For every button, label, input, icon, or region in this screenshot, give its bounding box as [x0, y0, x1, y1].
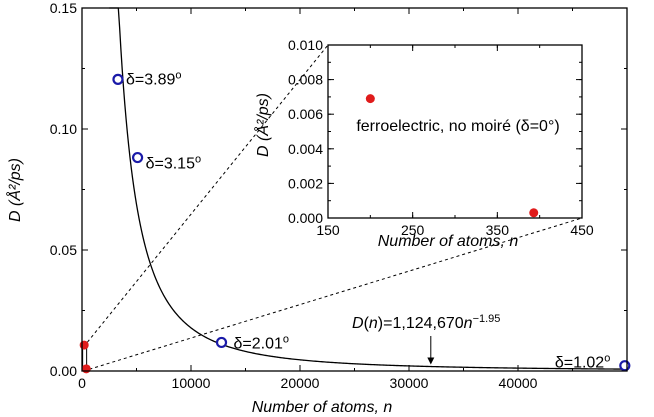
inset-filled-data-point — [365, 94, 375, 104]
guide-line-lower — [83, 217, 583, 372]
inset-ytick-label: 0.010 — [288, 37, 323, 53]
main-plot: δ=3.89o δ=3.15o δ=2.01o δ=1.02o 0 10000 20000… — [5, 0, 631, 416]
main-y-axis: 0.00 0.05 0.10 0.15 — [50, 0, 627, 379]
guide-line-upper — [83, 44, 329, 348]
fit-curve — [109, 7, 628, 370]
inset-x-axis: 150 250 350 450 — [316, 45, 594, 238]
inset-y-axis: 0.000 0.002 0.004 0.006 0.008 0.010 — [288, 37, 582, 226]
main-xtick-label: 40000 — [499, 375, 538, 391]
fit-arrow — [427, 336, 435, 365]
fit-label-eq: )=1,124,670 — [378, 315, 464, 332]
main-xtick-label: 30000 — [390, 375, 429, 391]
main-xtick-label: 0 — [78, 375, 86, 391]
inset-ytick-label: 0.004 — [288, 141, 323, 157]
inset-background — [328, 45, 582, 218]
main-ytick-label: 0.10 — [50, 121, 77, 137]
open-data-point — [131, 151, 144, 164]
inset-xtick-label: 450 — [570, 222, 594, 238]
open-data-point — [215, 336, 228, 349]
main-point-labels: δ=3.89o δ=3.15o δ=2.01o δ=1.02o — [126, 69, 610, 371]
fit-label-exp: −1.95 — [473, 313, 501, 325]
open-data-point — [112, 73, 124, 85]
inset-xtick-label: 350 — [486, 222, 510, 238]
inset-ytick-label: 0.002 — [288, 175, 323, 191]
point-label: δ=3.89o — [126, 69, 182, 88]
main-ytick-label: 0.00 — [50, 363, 77, 379]
point-label: δ=3.15o — [146, 154, 202, 173]
fit-equation-label: D(n)=1,124,670n−1.95 — [352, 313, 500, 332]
inset-ytick-label: 0.006 — [288, 106, 323, 122]
inset-plot: 150 250 350 450 0.0000.0020.0040.0060.0080.… — [253, 37, 594, 250]
main-ytick-label: 0.05 — [50, 242, 77, 258]
inset-xtick-label: 150 — [316, 222, 340, 238]
filled-data-point — [79, 340, 89, 350]
point-label-degree: o — [283, 333, 289, 345]
inset-xtick-label: 250 — [401, 222, 425, 238]
fit-label-n2: n — [464, 315, 473, 332]
main-xtick-label: 20000 — [281, 375, 320, 391]
point-label-degree: o — [195, 154, 201, 166]
point-label-degree: o — [175, 69, 181, 81]
fit-label-paren: ( — [364, 315, 370, 332]
fit-label-n: n — [369, 315, 378, 332]
inset-ytick-label: 0.008 — [288, 72, 323, 88]
main-y-axis-label: D (Å²/ps) — [5, 158, 24, 222]
main-ytick-label: 0.15 — [50, 0, 77, 16]
main-xtick-label: 10000 — [172, 375, 211, 391]
zoom-guide-lines — [83, 44, 583, 372]
inset-ytick-label: 0.000 — [288, 210, 323, 226]
main-x-axis-label: Number of atoms, n — [252, 399, 393, 416]
inset-y-axis-label: D (Å²/ps) — [253, 93, 272, 157]
inset-x-axis-label: Number of atoms, n — [378, 233, 519, 250]
fit-label-d: D — [352, 315, 364, 332]
filled-data-point — [81, 364, 91, 374]
inset-filled-data-point — [529, 208, 539, 218]
open-data-point — [619, 360, 631, 372]
main-x-axis: 0 10000 20000 30000 40000 — [78, 8, 573, 391]
point-label: δ=1.02o — [555, 353, 611, 372]
fit-arrow-head — [427, 357, 435, 365]
point-label-degree: o — [604, 353, 610, 365]
inset-data-points — [365, 94, 539, 218]
point-label: δ=2.01o — [234, 333, 290, 352]
inset-annotation: ferroelectric, no moiré (δ=0°) — [356, 118, 559, 135]
